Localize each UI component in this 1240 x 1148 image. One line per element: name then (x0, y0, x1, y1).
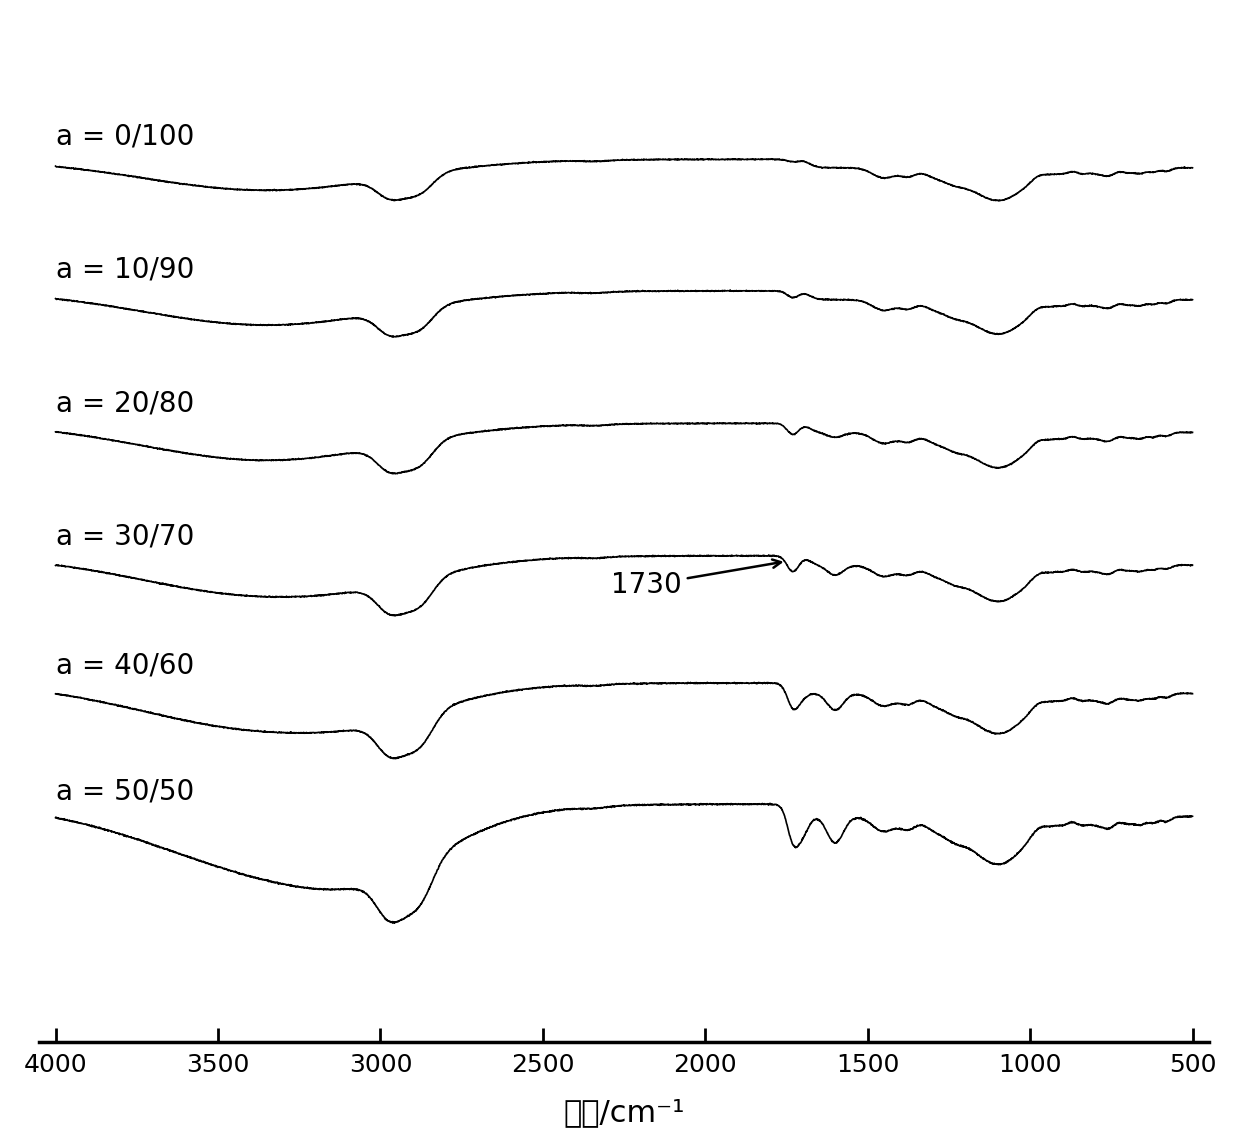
Text: a = 30/70: a = 30/70 (56, 522, 193, 550)
Text: 1730: 1730 (611, 559, 781, 599)
Text: a = 0/100: a = 0/100 (56, 123, 193, 150)
Text: a = 10/90: a = 10/90 (56, 256, 193, 284)
X-axis label: 波长/cm⁻¹: 波长/cm⁻¹ (563, 1099, 684, 1127)
Text: a = 50/50: a = 50/50 (56, 778, 193, 806)
Text: a = 20/80: a = 20/80 (56, 389, 193, 417)
Text: a = 40/60: a = 40/60 (56, 652, 193, 680)
